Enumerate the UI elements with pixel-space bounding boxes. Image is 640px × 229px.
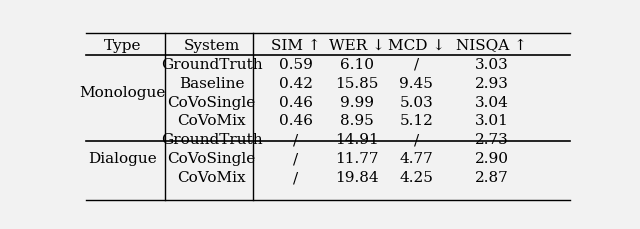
Text: 0.42: 0.42 bbox=[279, 77, 313, 91]
Text: 5.03: 5.03 bbox=[399, 95, 433, 110]
Text: 2.93: 2.93 bbox=[475, 77, 509, 91]
Text: CoVoSingle: CoVoSingle bbox=[167, 152, 255, 166]
Text: 2.73: 2.73 bbox=[475, 133, 509, 147]
Text: /: / bbox=[413, 58, 419, 72]
Text: Dialogue: Dialogue bbox=[88, 152, 157, 166]
Text: 0.59: 0.59 bbox=[279, 58, 313, 72]
Text: 19.84: 19.84 bbox=[335, 171, 379, 185]
Text: 8.95: 8.95 bbox=[340, 114, 374, 128]
Text: /: / bbox=[293, 133, 298, 147]
Text: GroundTruth: GroundTruth bbox=[161, 58, 262, 72]
Text: 5.12: 5.12 bbox=[399, 114, 433, 128]
Text: NISQA ↑: NISQA ↑ bbox=[456, 39, 527, 53]
Text: 9.45: 9.45 bbox=[399, 77, 433, 91]
Text: 0.46: 0.46 bbox=[279, 95, 313, 110]
Text: /: / bbox=[413, 133, 419, 147]
Text: CoVoMix: CoVoMix bbox=[177, 114, 246, 128]
Text: 0.46: 0.46 bbox=[279, 114, 313, 128]
Text: Baseline: Baseline bbox=[179, 77, 244, 91]
Text: 3.01: 3.01 bbox=[475, 114, 509, 128]
Text: /: / bbox=[293, 171, 298, 185]
Text: 2.90: 2.90 bbox=[475, 152, 509, 166]
Text: 3.04: 3.04 bbox=[475, 95, 509, 110]
Text: 11.77: 11.77 bbox=[335, 152, 378, 166]
Text: CoVoSingle: CoVoSingle bbox=[167, 95, 255, 110]
Text: 9.99: 9.99 bbox=[340, 95, 374, 110]
Text: 6.10: 6.10 bbox=[340, 58, 374, 72]
Text: 15.85: 15.85 bbox=[335, 77, 378, 91]
Text: System: System bbox=[183, 39, 239, 53]
Text: CoVoMix: CoVoMix bbox=[177, 171, 246, 185]
Text: 4.77: 4.77 bbox=[399, 152, 433, 166]
Text: /: / bbox=[293, 152, 298, 166]
Text: Monologue: Monologue bbox=[79, 86, 165, 100]
Text: 2.87: 2.87 bbox=[475, 171, 509, 185]
Text: GroundTruth: GroundTruth bbox=[161, 133, 262, 147]
Text: MCD ↓: MCD ↓ bbox=[388, 39, 445, 53]
Text: WER ↓: WER ↓ bbox=[329, 39, 385, 53]
Text: 14.91: 14.91 bbox=[335, 133, 379, 147]
Text: 4.25: 4.25 bbox=[399, 171, 433, 185]
Text: SIM ↑: SIM ↑ bbox=[271, 39, 321, 53]
Text: Type: Type bbox=[104, 39, 141, 53]
Text: 3.03: 3.03 bbox=[475, 58, 509, 72]
